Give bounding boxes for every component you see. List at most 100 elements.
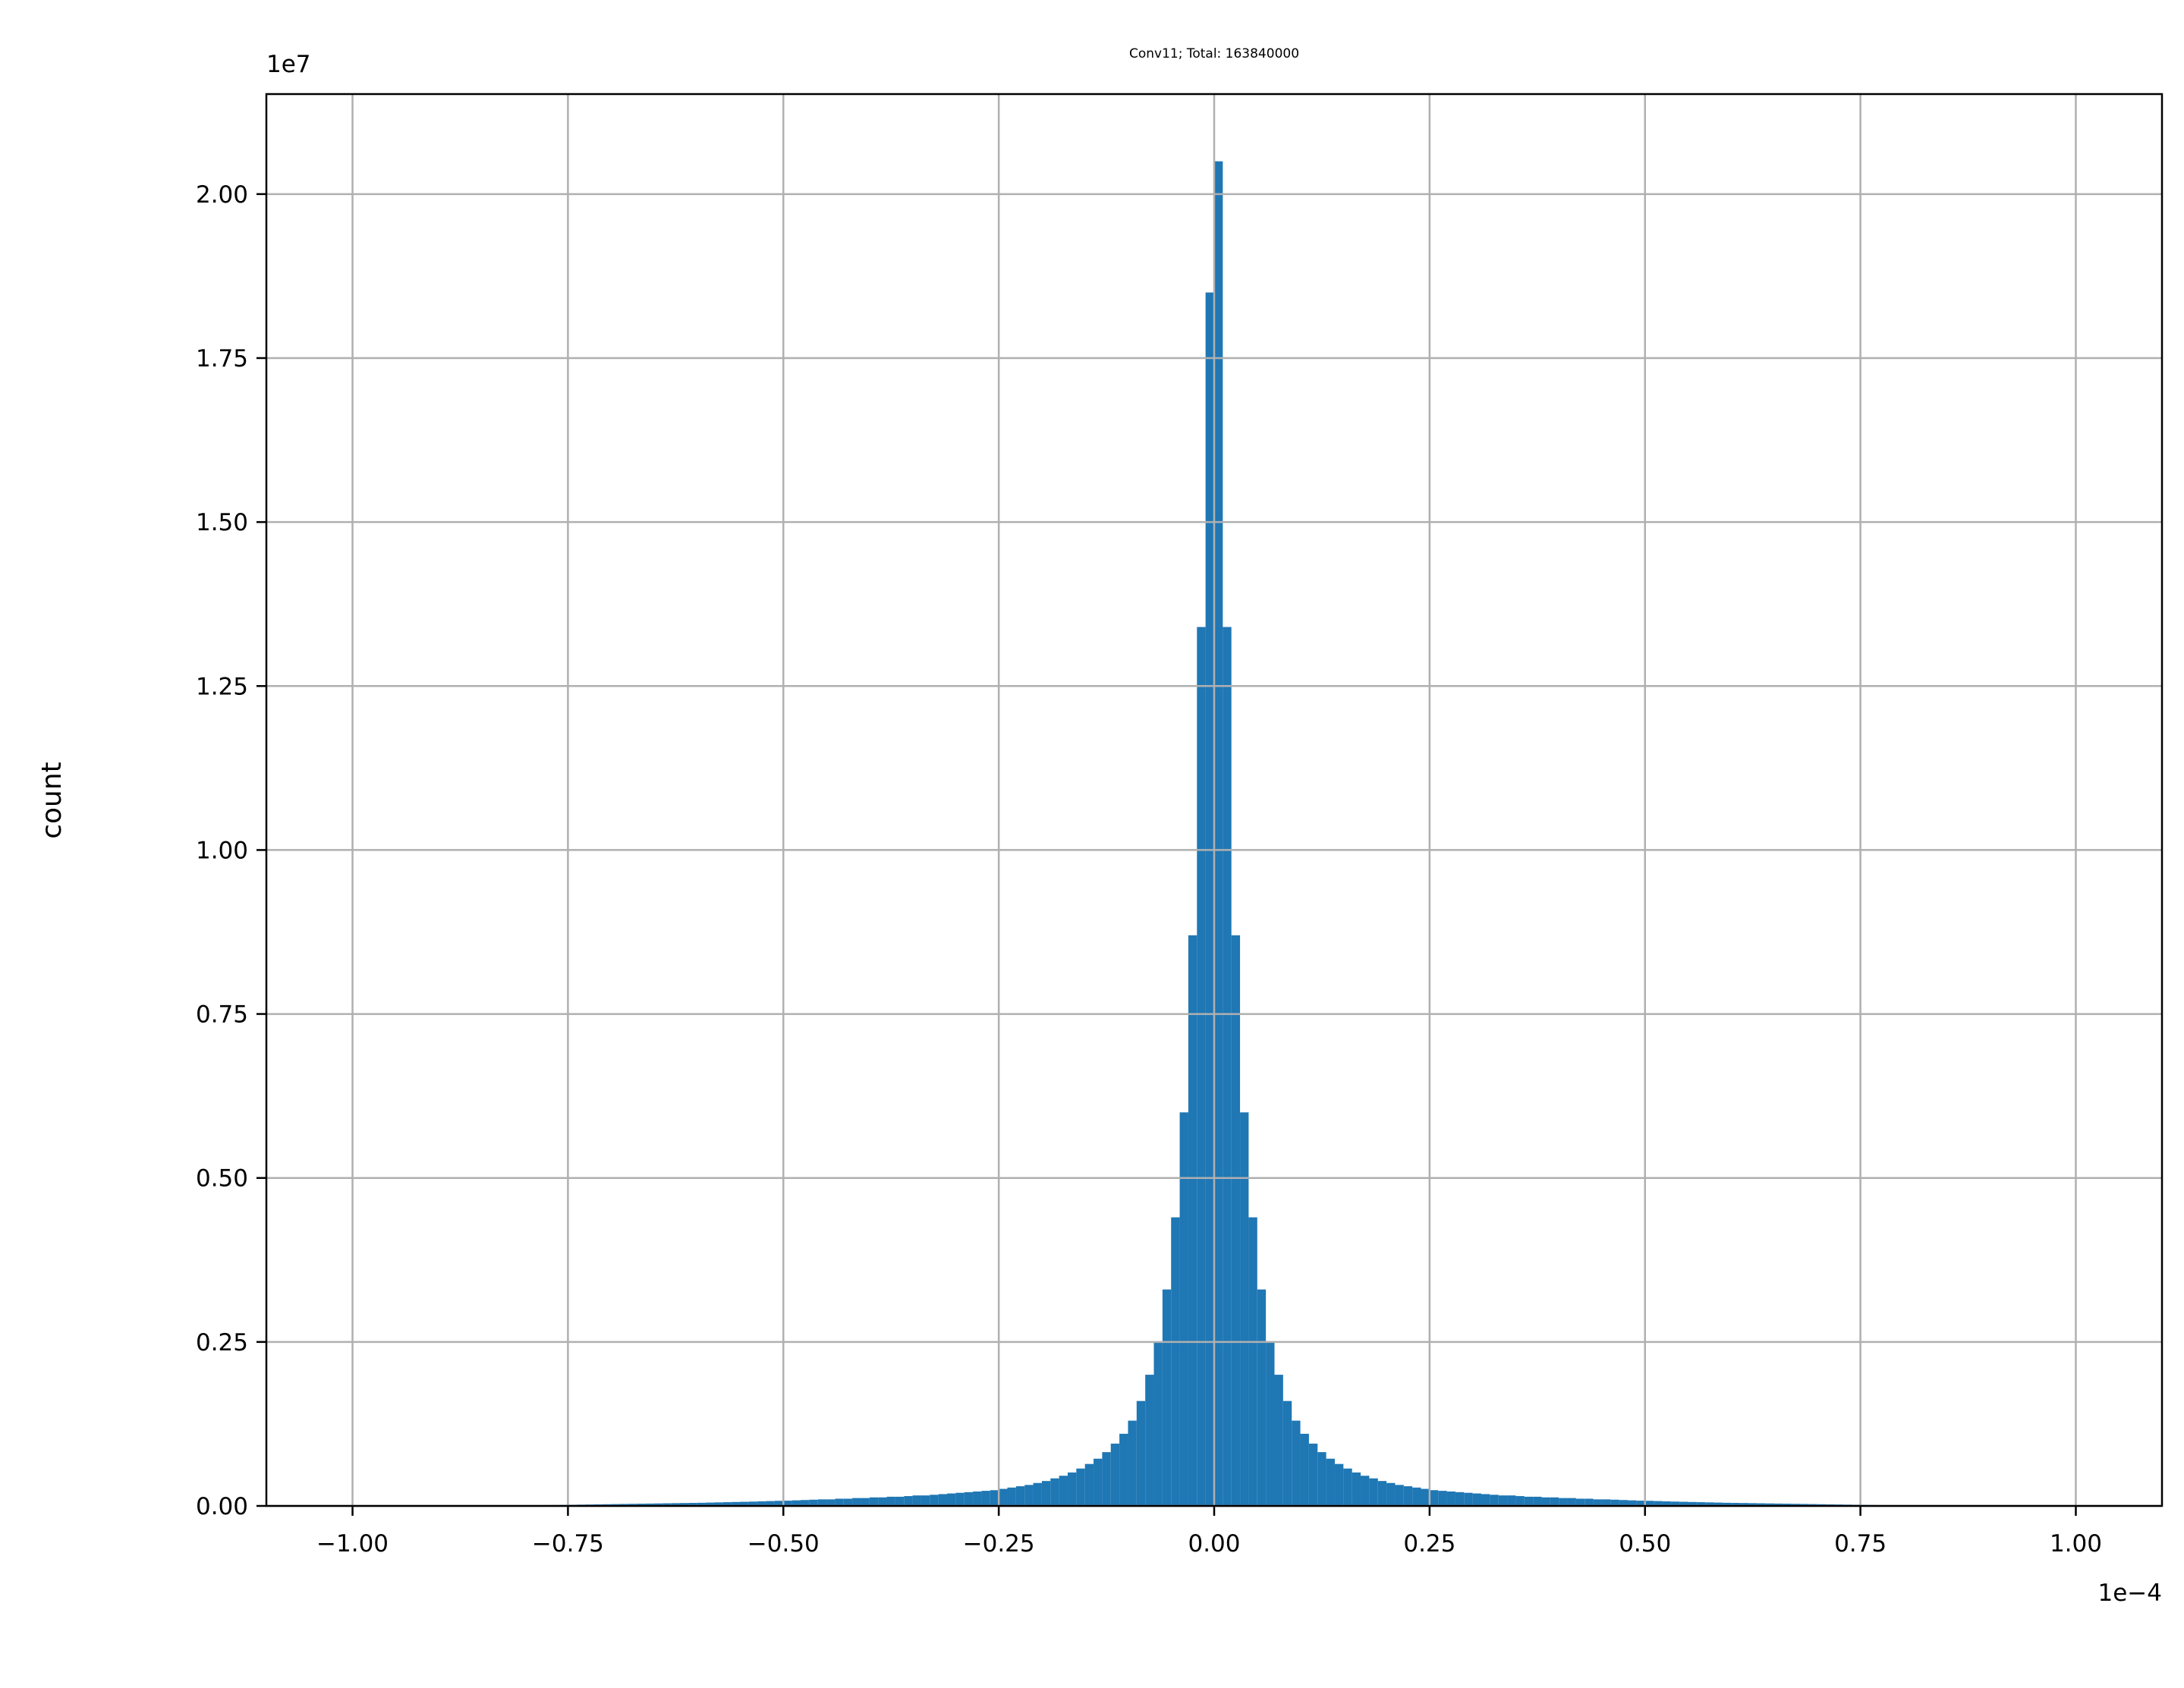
x-tick-label: 0.25 xyxy=(1403,1530,1455,1558)
bar xyxy=(1084,1463,1094,1506)
bar xyxy=(1041,1481,1051,1506)
bar xyxy=(920,1495,930,1506)
bar xyxy=(1601,1499,1611,1506)
bar xyxy=(1231,935,1241,1506)
bar xyxy=(653,1503,663,1506)
bar xyxy=(938,1494,948,1506)
bar xyxy=(800,1500,810,1506)
bar xyxy=(1145,1375,1154,1506)
bar xyxy=(662,1503,672,1506)
bar xyxy=(1429,1490,1439,1506)
bar xyxy=(1292,1420,1301,1506)
bar xyxy=(1783,1504,1792,1506)
bar xyxy=(619,1504,628,1506)
bar xyxy=(1059,1476,1068,1506)
bar xyxy=(964,1492,974,1506)
bar xyxy=(1076,1468,1085,1506)
y-tick-label: 1.75 xyxy=(196,345,248,372)
bar xyxy=(1679,1501,1688,1506)
bar xyxy=(878,1497,887,1506)
bar xyxy=(628,1504,637,1506)
bar xyxy=(1585,1498,1594,1506)
y-tick-label: 0.50 xyxy=(196,1165,248,1193)
x-offset-label: 1e−4 xyxy=(2098,1580,2163,1607)
bar xyxy=(1438,1491,1447,1506)
x-tick-label: −0.75 xyxy=(532,1530,604,1558)
bar xyxy=(1757,1503,1766,1506)
bar xyxy=(637,1504,646,1506)
bar xyxy=(1300,1433,1309,1506)
bar xyxy=(714,1502,723,1506)
bar xyxy=(1705,1502,1714,1506)
bar xyxy=(1317,1452,1326,1506)
bar xyxy=(1575,1498,1585,1506)
y-tick-label: 2.00 xyxy=(196,181,248,209)
bar xyxy=(1162,1289,1172,1506)
bar xyxy=(1800,1504,1809,1506)
bar xyxy=(1619,1500,1629,1506)
bar xyxy=(1739,1503,1748,1506)
bar xyxy=(671,1503,681,1506)
bar xyxy=(1110,1443,1120,1506)
bar xyxy=(1266,1341,1275,1506)
bar xyxy=(1067,1472,1077,1506)
bar xyxy=(1670,1501,1680,1506)
bar xyxy=(697,1502,706,1506)
bar xyxy=(826,1499,836,1506)
x-tick-label: 0.50 xyxy=(1619,1530,1671,1558)
bar xyxy=(1455,1492,1465,1506)
bar xyxy=(1015,1486,1025,1506)
bar xyxy=(1343,1468,1352,1506)
bar xyxy=(1464,1492,1473,1506)
bar xyxy=(1662,1501,1671,1506)
bar xyxy=(981,1491,990,1506)
bar xyxy=(1731,1503,1740,1506)
bar xyxy=(869,1497,879,1506)
y-tick-label: 1.25 xyxy=(196,673,248,700)
x-tick-label: −0.25 xyxy=(963,1530,1035,1558)
bar xyxy=(1524,1496,1534,1506)
bar xyxy=(1472,1493,1481,1506)
bar xyxy=(1240,1112,1249,1506)
bar xyxy=(766,1501,775,1506)
bar xyxy=(1377,1481,1387,1506)
bar xyxy=(843,1498,853,1506)
bar xyxy=(1541,1497,1550,1506)
bar xyxy=(1593,1499,1602,1506)
bar xyxy=(1490,1495,1499,1506)
bar xyxy=(1765,1503,1775,1506)
bar xyxy=(1282,1400,1292,1506)
bar xyxy=(1024,1485,1034,1506)
bar xyxy=(817,1499,827,1506)
bar xyxy=(1636,1501,1645,1506)
bar xyxy=(1412,1487,1421,1506)
bar xyxy=(1628,1500,1637,1506)
bar xyxy=(990,1490,999,1506)
bar xyxy=(1481,1494,1490,1506)
bar xyxy=(732,1501,741,1506)
x-tick-label: 0.75 xyxy=(1834,1530,1887,1558)
bar xyxy=(645,1503,654,1506)
bar xyxy=(706,1502,715,1506)
bar xyxy=(1248,1217,1257,1506)
bar xyxy=(1007,1487,1016,1506)
x-tick-label: 1.00 xyxy=(2050,1530,2102,1558)
chart-title: Conv11; Total: 163840000 xyxy=(1129,46,1299,61)
bar xyxy=(757,1501,766,1506)
bar xyxy=(809,1499,818,1506)
bar xyxy=(1610,1499,1619,1506)
bar xyxy=(1308,1443,1318,1506)
bar xyxy=(835,1498,844,1506)
bar xyxy=(783,1501,792,1506)
bar xyxy=(1515,1496,1525,1506)
y-tick-label: 0.75 xyxy=(196,1001,248,1029)
bar xyxy=(1257,1289,1267,1506)
bar xyxy=(1403,1486,1413,1506)
bar xyxy=(1421,1488,1430,1506)
plot-frame xyxy=(265,93,2164,1507)
bar xyxy=(1197,627,1206,1507)
bar xyxy=(1688,1501,1697,1506)
bar xyxy=(1550,1497,1559,1506)
